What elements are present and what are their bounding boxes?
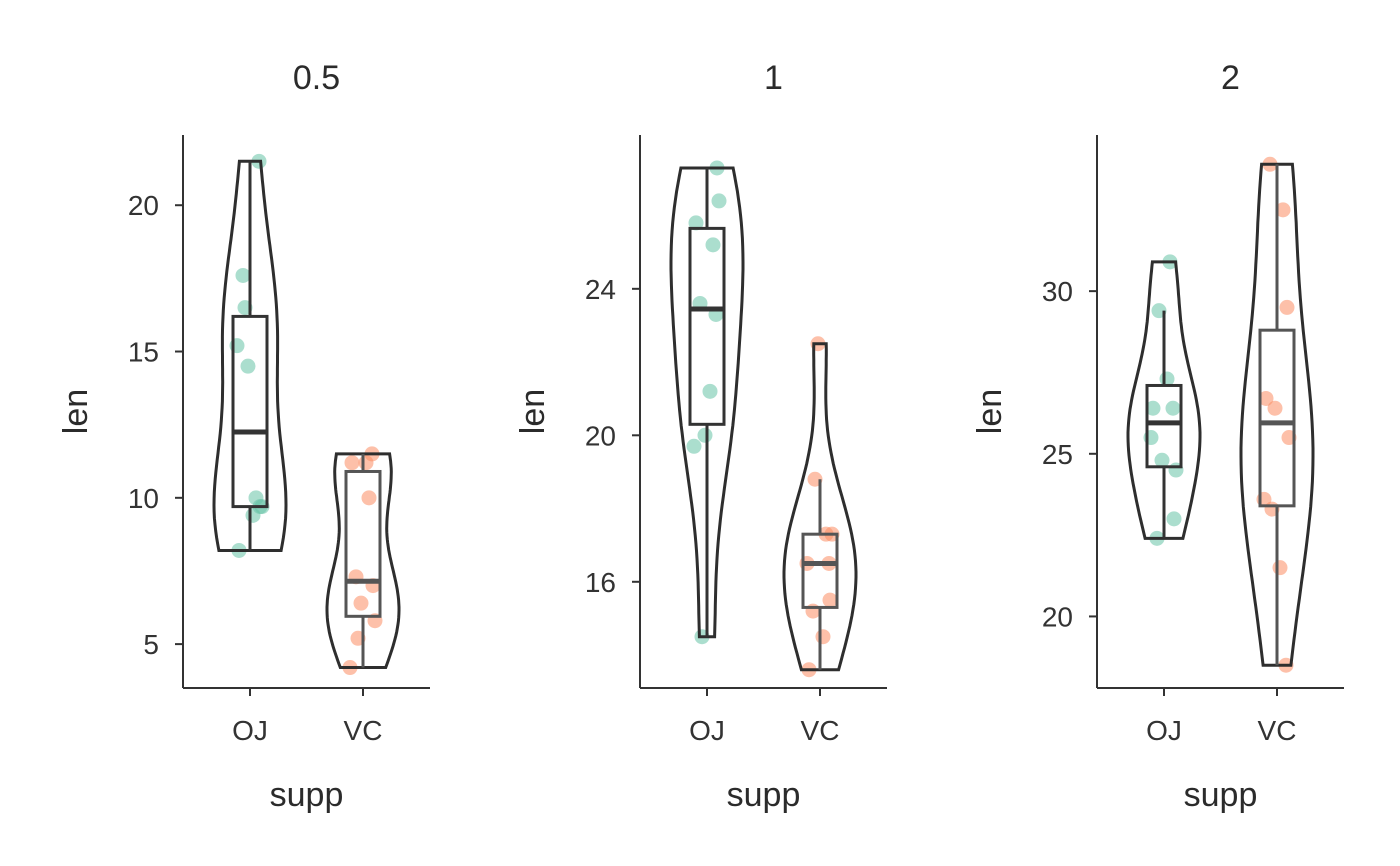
- violin-vc: [1239, 162, 1315, 667]
- violin-oj: [669, 166, 745, 639]
- data-point-oj: [1154, 452, 1170, 468]
- panel-title: 2: [1221, 59, 1240, 97]
- y-tick-label: 25: [1042, 439, 1073, 470]
- data-point-oj: [1166, 511, 1182, 527]
- violin-vc: [782, 342, 858, 672]
- data-point-vc: [358, 455, 374, 471]
- y-tick-label: 10: [128, 483, 159, 514]
- data-point-oj: [711, 193, 727, 209]
- data-point-vc: [353, 595, 369, 611]
- data-point-vc: [361, 490, 377, 506]
- data-point-vc: [344, 455, 360, 471]
- y-tick-label: 20: [128, 190, 159, 221]
- data-point-vc: [1272, 560, 1288, 576]
- data-point-oj: [702, 383, 718, 399]
- x-axis-title: supp: [1184, 776, 1258, 814]
- data-point-oj: [235, 267, 251, 283]
- y-tick-label: 20: [585, 420, 616, 451]
- y-tick-label: 30: [1042, 276, 1073, 307]
- data-point-vc: [1275, 202, 1291, 218]
- x-axis-title: supp: [270, 776, 344, 814]
- data-point-oj: [1165, 400, 1181, 416]
- x-tick-label: OJ: [1146, 715, 1182, 746]
- x-tick-label: OJ: [689, 715, 725, 746]
- box-oj: [688, 226, 726, 426]
- x-axis-title: supp: [727, 776, 801, 814]
- box-vc: [1258, 328, 1296, 508]
- y-axis-title: len: [971, 389, 1009, 434]
- data-point-vc: [1267, 400, 1283, 416]
- y-tick-label: 20: [1042, 601, 1073, 632]
- y-axis-title: len: [514, 389, 552, 434]
- y-tick-label: 15: [128, 337, 159, 368]
- data-point-vc: [1258, 390, 1274, 406]
- y-axis-title: len: [57, 389, 95, 434]
- y-tick-label: 16: [585, 567, 616, 598]
- box-vc: [801, 532, 839, 609]
- data-point-vc: [822, 592, 838, 608]
- data-point-oj: [1145, 400, 1161, 416]
- data-point-oj: [686, 438, 702, 454]
- box-vc: [344, 469, 382, 618]
- data-point-vc: [805, 603, 821, 619]
- y-tick-label: 24: [585, 274, 616, 305]
- x-tick-label: VC: [1258, 715, 1297, 746]
- box-oj: [231, 314, 269, 509]
- box-oj: [1145, 383, 1183, 469]
- data-point-oj: [688, 215, 704, 231]
- violin-oj: [212, 159, 288, 552]
- x-tick-label: VC: [801, 715, 840, 746]
- data-point-vc: [1279, 299, 1295, 315]
- data-point-vc: [815, 629, 831, 645]
- panel-title: 1: [764, 59, 783, 97]
- data-point-oj: [705, 237, 721, 253]
- data-point-oj: [240, 358, 256, 374]
- y-tick-label: 5: [143, 629, 159, 660]
- x-tick-label: OJ: [232, 715, 268, 746]
- data-point-oj: [697, 427, 713, 443]
- panel-title: 0.5: [293, 59, 340, 97]
- violin-oj: [1126, 260, 1202, 540]
- x-tick-label: VC: [344, 715, 383, 746]
- violin-vc: [325, 452, 401, 669]
